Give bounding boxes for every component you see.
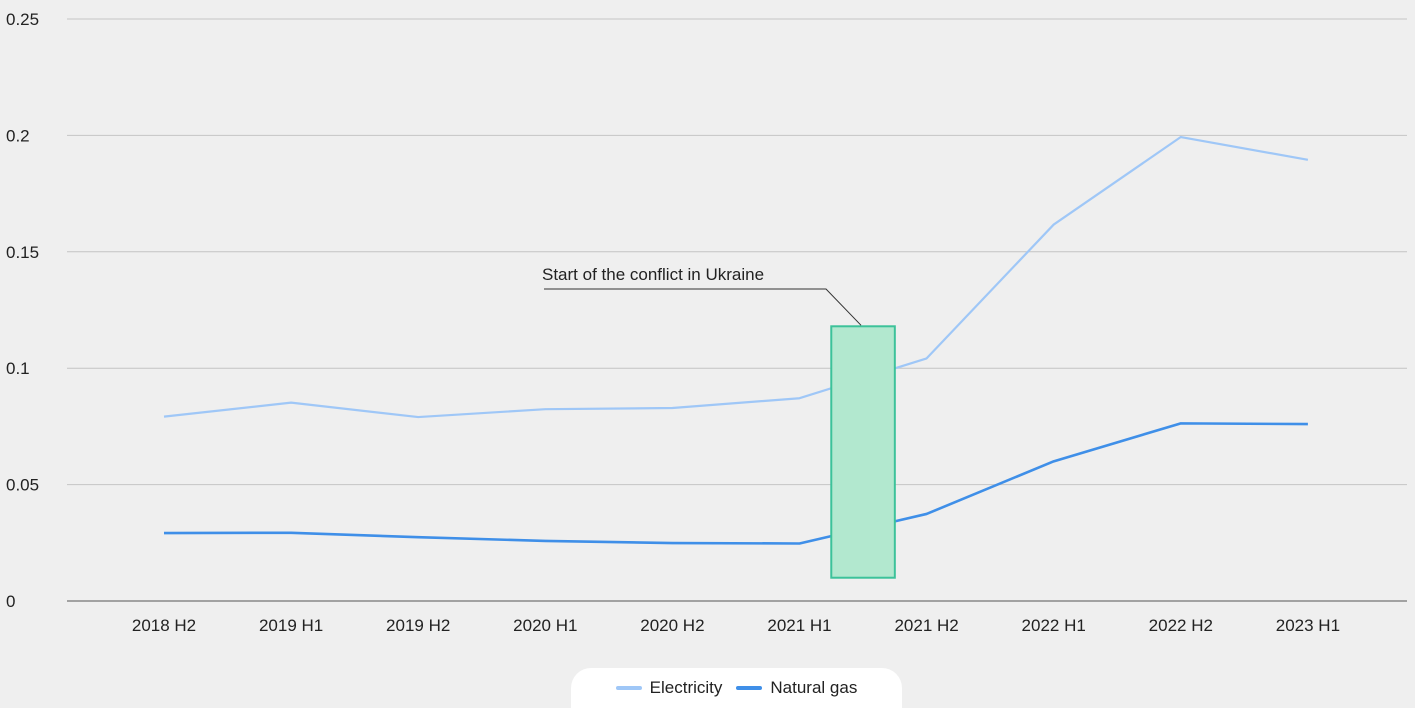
x-axis-ticks: 2018 H2 2019 H1 2019 H2 2020 H1 2020 H2 2021 … (132, 616, 1340, 635)
y-tick-label: 0.1 (6, 359, 30, 378)
y-axis-ticks: 0 0.05 0.1 0.15 0.2 0.25 (6, 10, 39, 611)
x-tick-label: 2021 H2 (894, 616, 958, 635)
series-line-natural-gas (163, 422, 1308, 545)
legend-swatch-electricity (615, 686, 642, 690)
x-tick-label: 2019 H1 (259, 616, 323, 635)
y-tick-label: 0 (6, 592, 15, 611)
legend-label-natural-gas: Natural gas (770, 678, 858, 697)
legend-swatch-natural-gas (736, 686, 763, 690)
x-tick-label: 2019 H2 (386, 616, 450, 635)
series-lines (163, 135, 1309, 545)
x-tick-label: 2021 H1 (767, 616, 831, 635)
y-tick-label: 0.05 (6, 476, 39, 495)
x-tick-label: 2022 H1 (1022, 616, 1086, 635)
legend-item-electricity[interactable]: Electricity (615, 678, 723, 698)
conflict-period-box (830, 325, 896, 579)
annotation-leader-line (544, 288, 862, 326)
x-tick-label: 2020 H2 (640, 616, 704, 635)
series-line-electricity (163, 135, 1309, 419)
x-tick-label: 2023 H1 (1276, 616, 1340, 635)
gridlines (67, 18, 1407, 486)
x-tick-label: 2020 H1 (513, 616, 577, 635)
annotation-label: Start of the conflict in Ukraine (542, 265, 764, 284)
x-tick-label: 2018 H2 (132, 616, 196, 635)
y-tick-label: 0.25 (6, 10, 39, 29)
y-tick-label: 0.2 (6, 126, 30, 145)
conflict-annotation: Start of the conflict in Ukraine (542, 265, 896, 579)
legend: Electricity Natural gas (571, 668, 902, 708)
legend-item-natural-gas[interactable]: Natural gas (736, 678, 857, 698)
y-tick-label: 0.15 (6, 243, 39, 262)
x-tick-label: 2022 H2 (1149, 616, 1213, 635)
legend-label-electricity: Electricity (649, 678, 723, 697)
